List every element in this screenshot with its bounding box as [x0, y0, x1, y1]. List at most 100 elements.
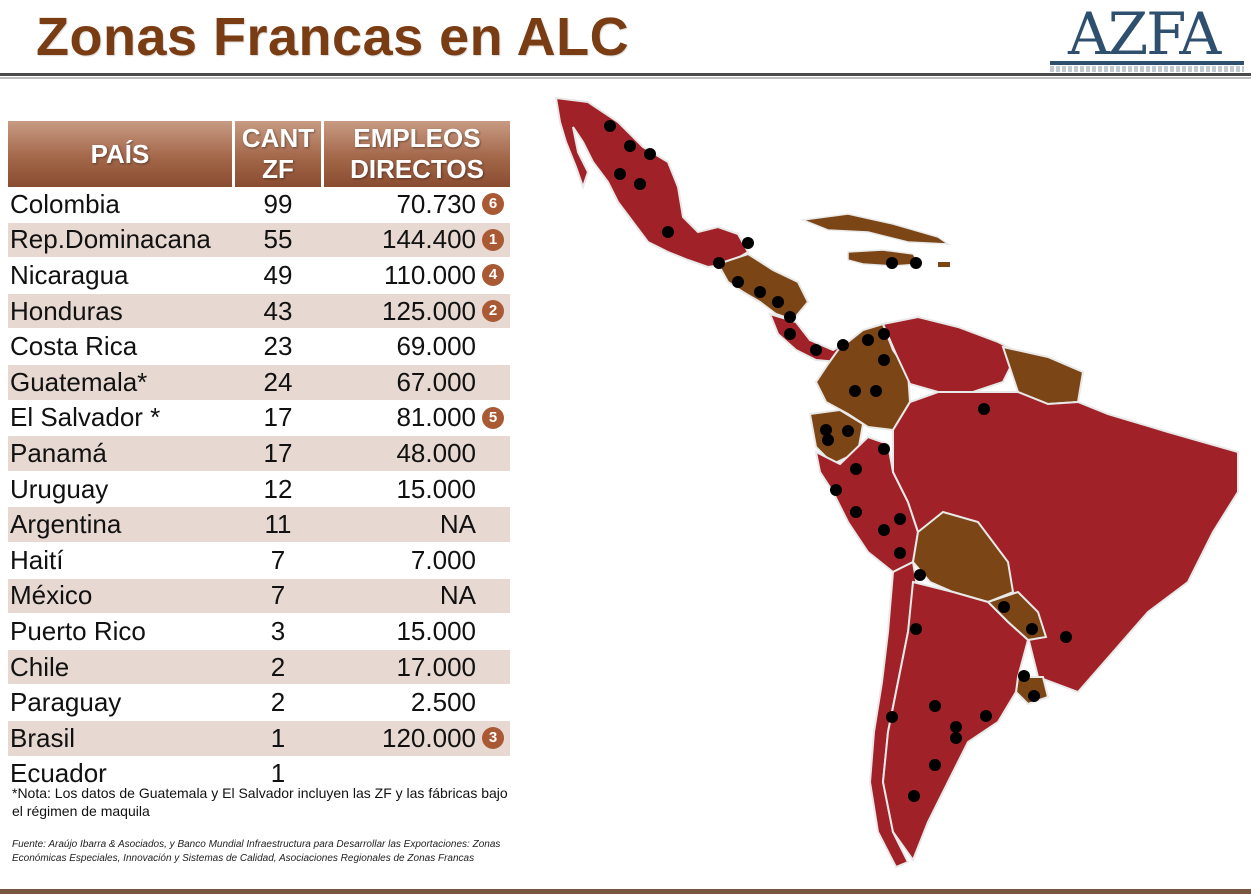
footnote: *Nota: Los datos de Guatemala y El Salva… [12, 785, 508, 819]
zf-count-cell: 2 [270, 687, 286, 718]
map-argentina [881, 580, 1030, 863]
header-country: PAÍS [90, 138, 150, 169]
free-zone-marker [929, 700, 941, 712]
zf-count-cell: 1 [270, 758, 286, 789]
rank-badge: 4 [482, 264, 504, 287]
rank-badge: 1 [482, 228, 504, 251]
zf-count-cell: 2 [270, 651, 286, 682]
country-cell: Colombia [10, 188, 120, 219]
free-zone-marker [910, 257, 922, 269]
zf-count-cell: 43 [263, 295, 293, 326]
free-zone-marker [837, 339, 849, 351]
free-zone-marker [1026, 623, 1038, 635]
map-mexico [554, 96, 750, 269]
jobs-cell: 48.000 [396, 437, 476, 468]
free-zone-marker [810, 344, 822, 356]
jobs-cell: 2.500 [410, 687, 476, 718]
logo-text: AZFA [1068, 0, 1221, 68]
zf-count-cell: 55 [263, 224, 293, 255]
table-row: Rep.Dominacana 55 144.400 1 [8, 222, 510, 259]
country-cell: Paraguay [10, 687, 122, 718]
jobs-cell: 15.000 [396, 615, 476, 646]
source-citation: Fuente: Araújo Ibarra & Asociados, y Ban… [12, 839, 501, 864]
country-cell: Rep.Dominacana [10, 224, 211, 255]
table-row: Uruguay 12 15.000 [8, 471, 510, 508]
map-puerto-rico [938, 262, 950, 267]
free-zone-marker [894, 547, 906, 559]
country-cell: Guatemala* [10, 366, 148, 397]
table-row: Paraguay 2 2.500 [8, 685, 510, 721]
table-row: Ecuador 1 [8, 756, 510, 793]
jobs-cell: 15.000 [396, 473, 476, 504]
jobs-cell: 17.000 [396, 651, 476, 682]
free-zone-marker [980, 710, 992, 722]
free-zone-marker [644, 148, 656, 160]
zf-count-cell: 23 [263, 331, 293, 362]
table-body: Colombia 99 70.730 6 Rep.Dominacana 55 1… [8, 187, 510, 793]
header-count-line2: ZF [262, 154, 294, 184]
free-zone-marker [662, 226, 674, 238]
free-zone-marker [894, 513, 906, 525]
free-zone-marker [1028, 690, 1040, 702]
table-row: Nicaragua 49 110.000 4 [8, 258, 510, 294]
table-row: Haití 7 7.000 [8, 542, 510, 579]
free-zone-marker [1018, 670, 1030, 682]
free-zone-marker [732, 276, 744, 288]
free-zone-marker [604, 120, 616, 132]
jobs-cell: 110.000 [383, 259, 476, 290]
zf-count-cell: 99 [263, 188, 293, 219]
rank-badge: 2 [482, 300, 504, 323]
free-zone-marker [849, 385, 861, 397]
table-row: México 7 NA [8, 578, 510, 615]
table-header: PAÍS CANT ZF EMPLEOS DIRECTOS [8, 121, 510, 187]
free-zone-marker [862, 334, 874, 346]
table-row: Puerto Rico 3 15.000 [8, 614, 510, 650]
zf-count-cell: 1 [270, 722, 286, 753]
free-zone-marker [614, 168, 626, 180]
country-cell: Chile [10, 651, 70, 682]
map-hispaniola [847, 249, 922, 267]
logo-underline [1050, 61, 1244, 65]
country-cell: Nicaragua [10, 259, 129, 290]
free-zone-marker [742, 237, 754, 249]
free-zone-marker [754, 286, 766, 298]
free-zone-marker [772, 296, 784, 308]
free-zone-marker [950, 721, 962, 733]
map-cuba [800, 213, 951, 245]
header-count: CANT ZF [232, 121, 324, 187]
country-cell: Haití [10, 544, 64, 575]
bottom-divider [0, 889, 1251, 894]
free-zone-marker [830, 484, 842, 496]
free-zone-marker [784, 311, 796, 323]
jobs-cell: 69.000 [396, 331, 476, 362]
free-zone-marker [850, 463, 862, 475]
rank-badge: 5 [482, 406, 504, 429]
table-row: Honduras 43 125.000 2 [8, 293, 510, 330]
country-cell: Honduras [10, 295, 123, 326]
jobs-cell: 125.000 [382, 295, 476, 326]
country-cell: El Salvador * [10, 402, 161, 433]
free-zone-marker [929, 759, 941, 771]
free-zone-marker [878, 354, 890, 366]
free-zone-marker [978, 403, 990, 415]
header-jobs: EMPLEOS DIRECTOS [324, 121, 510, 187]
free-zone-marker [950, 732, 962, 744]
header-jobs-line2: DIRECTOS [350, 154, 484, 184]
free-zone-marker [886, 711, 898, 723]
latin-america-map [554, 96, 1239, 869]
country-cell: Puerto Rico [10, 615, 146, 646]
free-zone-marker [842, 425, 854, 437]
zf-count-cell: 12 [263, 473, 293, 504]
country-cell: Costa Rica [10, 331, 138, 362]
free-zone-marker [998, 601, 1010, 613]
table-row: Colombia 99 70.730 6 [8, 187, 510, 223]
free-zone-marker [1060, 631, 1072, 643]
map-venezuela [881, 315, 1020, 393]
jobs-cell: 81.000 [396, 402, 476, 433]
jobs-cell: 67.000 [396, 366, 476, 397]
country-cell: Ecuador [10, 758, 107, 789]
jobs-cell: NA [439, 580, 476, 611]
country-cell: Brasil [10, 722, 76, 753]
free-zone-marker [870, 385, 882, 397]
free-zone-marker [878, 524, 890, 536]
